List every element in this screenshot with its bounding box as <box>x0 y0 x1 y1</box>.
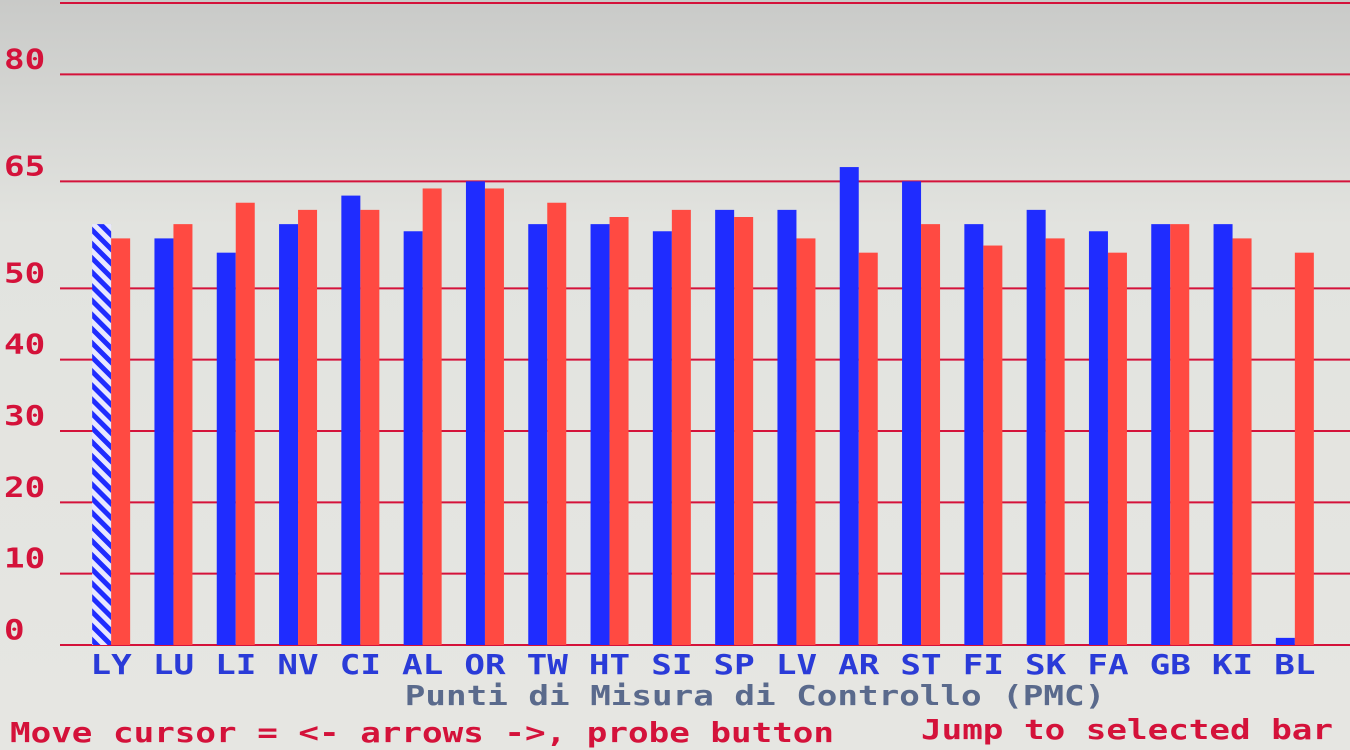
x-tick-label: AL <box>402 648 443 681</box>
x-tick-label: FA <box>1087 648 1128 681</box>
bar <box>465 181 485 646</box>
bar <box>360 209 380 645</box>
bar <box>734 217 754 645</box>
y-tick-label: 65 <box>4 149 45 182</box>
x-tick-label: SI <box>651 648 692 681</box>
bar <box>403 231 423 645</box>
bar <box>715 209 735 645</box>
bar <box>902 181 922 646</box>
bar <box>1275 637 1295 645</box>
bar <box>983 245 1003 646</box>
bar <box>1107 252 1127 645</box>
bar <box>92 224 112 645</box>
bar <box>858 252 878 645</box>
bar <box>111 238 131 645</box>
bar <box>1232 238 1252 645</box>
x-tick-label: KI <box>1212 648 1253 681</box>
bar <box>964 224 984 645</box>
status-text: Move cursor = <- arrows ->, probe button <box>10 716 834 749</box>
y-tick-label: 40 <box>4 328 45 361</box>
bar <box>154 238 174 645</box>
bar <box>1170 224 1190 645</box>
bar <box>921 224 941 645</box>
bar <box>484 188 504 645</box>
bar <box>1151 224 1171 645</box>
x-tick-label: NV <box>277 648 318 681</box>
x-tick-label: LU <box>153 648 194 681</box>
bar <box>777 209 797 645</box>
x-tick-label: CI <box>340 648 381 681</box>
bar <box>671 209 691 645</box>
x-tick-label: ST <box>900 648 941 681</box>
bar <box>1045 238 1065 645</box>
bar <box>216 252 236 645</box>
bar <box>1088 231 1108 645</box>
y-tick-label: 0 <box>4 613 25 646</box>
bar <box>1294 252 1314 645</box>
x-tick-label: TW <box>527 648 568 681</box>
bar <box>173 224 193 645</box>
x-tick-label: GB <box>1150 648 1191 681</box>
y-tick-label: 50 <box>4 256 45 289</box>
bar <box>652 231 672 645</box>
bar <box>609 217 629 645</box>
x-tick-label: HT <box>589 648 630 681</box>
y-tick-label: 80 <box>4 42 45 75</box>
bar <box>796 238 816 645</box>
y-tick-label: 90 <box>4 0 45 4</box>
x-tick-label: LV <box>776 648 817 681</box>
bar <box>1213 224 1233 645</box>
x-tick-label: BL <box>1274 648 1315 681</box>
x-tick-label: LI <box>215 648 256 681</box>
status-text: Jump to selected bar <box>921 713 1333 746</box>
y-tick-label: 20 <box>4 470 45 503</box>
bar <box>341 195 361 645</box>
bar <box>1026 209 1046 645</box>
x-tick-label: LY <box>91 648 132 681</box>
x-tick-label: SP <box>714 648 755 681</box>
bar <box>839 167 859 646</box>
y-tick-label: 30 <box>4 399 45 432</box>
bar <box>298 209 318 645</box>
x-tick-label: FI <box>963 648 1004 681</box>
bar <box>422 188 442 645</box>
y-tick-label: 10 <box>4 542 45 575</box>
bar <box>528 224 548 645</box>
bar <box>547 202 567 645</box>
x-tick-label: SK <box>1025 648 1066 681</box>
bar <box>590 224 610 645</box>
x-tick-label: OR <box>464 648 505 681</box>
x-axis-title: Punti di Misura di Controllo (PMC) <box>405 679 1105 712</box>
bar <box>235 202 255 645</box>
bar <box>279 224 299 645</box>
x-tick-label: AR <box>838 648 879 681</box>
